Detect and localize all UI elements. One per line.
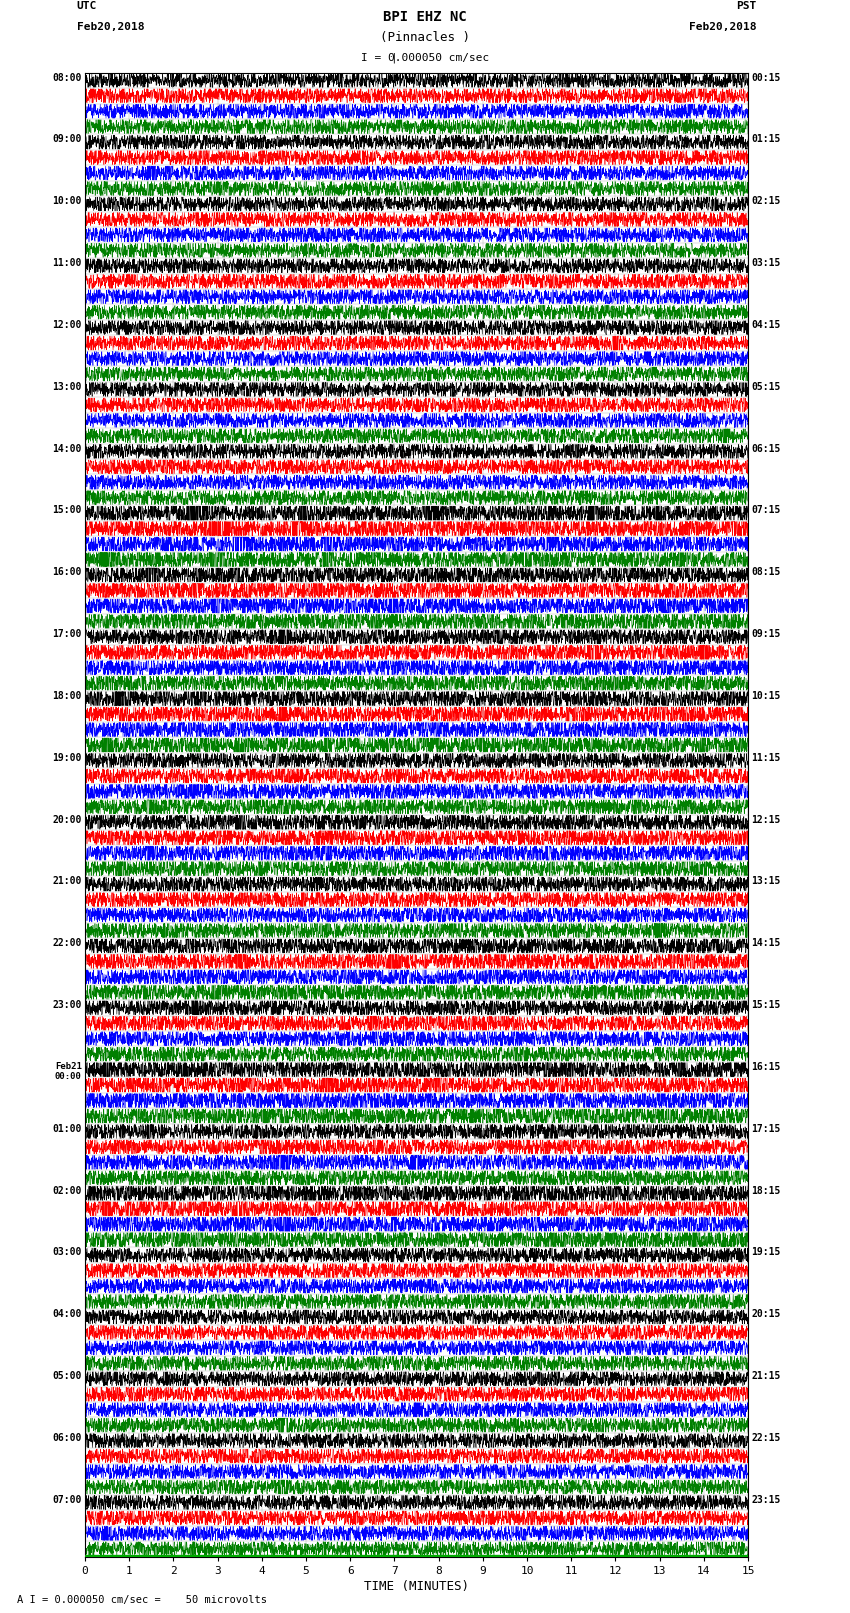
Text: 17:15: 17:15 [751,1124,780,1134]
Text: 10:15: 10:15 [751,690,780,702]
Text: PST: PST [736,2,756,11]
Text: 05:15: 05:15 [751,382,780,392]
Text: 11:15: 11:15 [751,753,780,763]
Text: 16:00: 16:00 [53,568,82,577]
Text: 15:15: 15:15 [751,1000,780,1010]
Text: 07:00: 07:00 [53,1495,82,1505]
X-axis label: TIME (MINUTES): TIME (MINUTES) [364,1579,469,1592]
Text: 14:00: 14:00 [53,444,82,453]
Text: 23:00: 23:00 [53,1000,82,1010]
Text: 01:15: 01:15 [751,134,780,145]
Text: 05:00: 05:00 [53,1371,82,1381]
Text: 21:15: 21:15 [751,1371,780,1381]
Text: 03:15: 03:15 [751,258,780,268]
Text: 10:00: 10:00 [53,197,82,206]
Text: 21:00: 21:00 [53,876,82,887]
Text: 13:00: 13:00 [53,382,82,392]
Text: 04:00: 04:00 [53,1310,82,1319]
Text: 15:00: 15:00 [53,505,82,516]
Text: 13:15: 13:15 [751,876,780,887]
Text: 12:00: 12:00 [53,319,82,331]
Text: A I = 0.000050 cm/sec =    50 microvolts: A I = 0.000050 cm/sec = 50 microvolts [17,1595,267,1605]
Text: 04:15: 04:15 [751,319,780,331]
Text: 09:15: 09:15 [751,629,780,639]
Text: 02:00: 02:00 [53,1186,82,1195]
Text: 14:15: 14:15 [751,939,780,948]
Text: 19:00: 19:00 [53,753,82,763]
Text: 17:00: 17:00 [53,629,82,639]
Text: 18:00: 18:00 [53,690,82,702]
Text: 20:00: 20:00 [53,815,82,824]
Text: 22:15: 22:15 [751,1432,780,1444]
Text: 11:00: 11:00 [53,258,82,268]
Text: 12:15: 12:15 [751,815,780,824]
Bar [85,1555,748,1557]
Text: 01:00: 01:00 [53,1124,82,1134]
Text: 20:15: 20:15 [751,1310,780,1319]
Text: 06:15: 06:15 [751,444,780,453]
Text: 02:15: 02:15 [751,197,780,206]
Text: 08:15: 08:15 [751,568,780,577]
Text: Feb20,2018: Feb20,2018 [689,23,756,32]
Text: 03:00: 03:00 [53,1247,82,1258]
Text: 08:00: 08:00 [53,73,82,82]
Text: 18:15: 18:15 [751,1186,780,1195]
Text: |: | [390,52,397,63]
Text: 16:15: 16:15 [751,1061,780,1073]
Text: 23:15: 23:15 [751,1495,780,1505]
Text: BPI EHZ NC: BPI EHZ NC [383,10,467,24]
Text: I = 0.000050 cm/sec: I = 0.000050 cm/sec [361,53,489,63]
Text: 19:15: 19:15 [751,1247,780,1258]
Text: UTC: UTC [76,2,97,11]
Text: 00:15: 00:15 [751,73,780,82]
Text: 22:00: 22:00 [53,939,82,948]
Text: 06:00: 06:00 [53,1432,82,1444]
Text: 07:15: 07:15 [751,505,780,516]
Text: 09:00: 09:00 [53,134,82,145]
Text: (Pinnacles ): (Pinnacles ) [380,31,470,44]
Text: Feb20,2018: Feb20,2018 [76,23,144,32]
Text: Feb21
00:00: Feb21 00:00 [54,1061,82,1081]
